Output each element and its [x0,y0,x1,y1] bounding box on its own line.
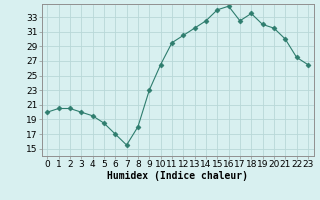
X-axis label: Humidex (Indice chaleur): Humidex (Indice chaleur) [107,171,248,181]
